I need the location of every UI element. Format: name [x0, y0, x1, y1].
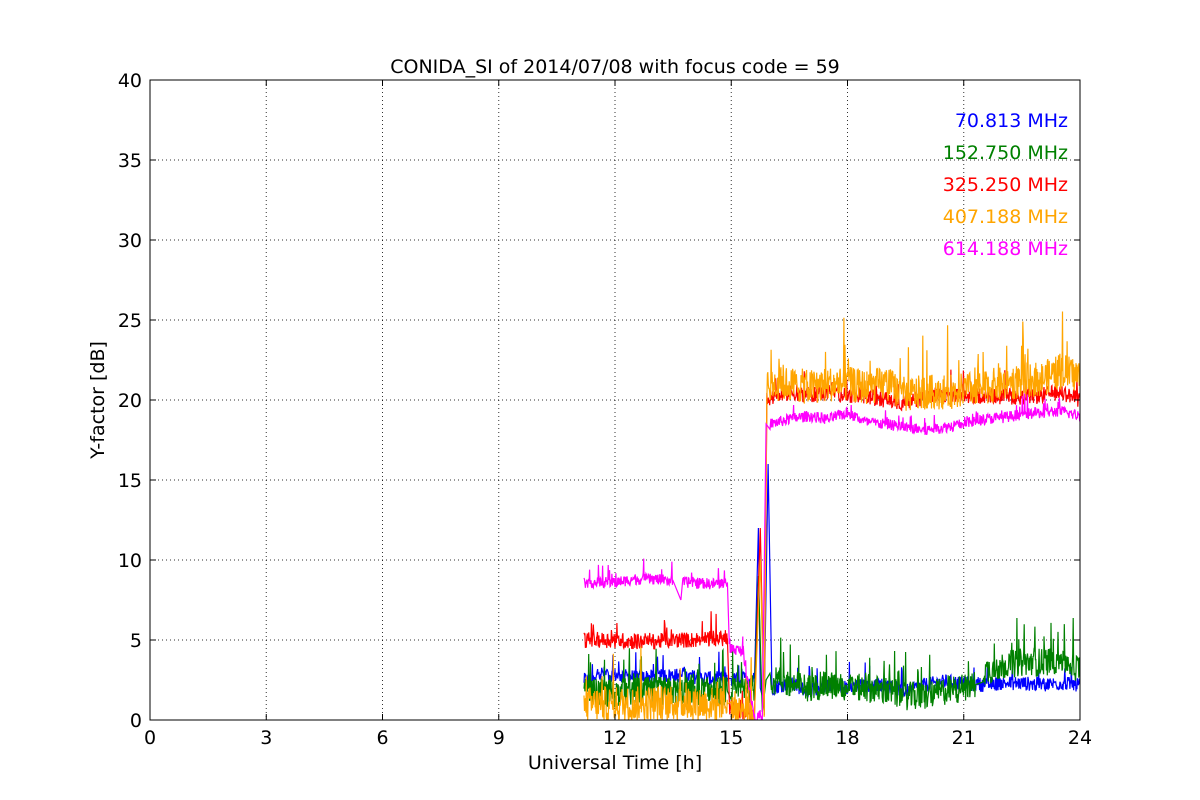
legend-entry: 70.813 MHz [955, 110, 1068, 132]
chart-title: CONIDA_SI of 2014/07/08 with focus code … [390, 56, 840, 78]
series-line [583, 393, 1080, 720]
x-tick-label: 21 [952, 727, 976, 749]
x-tick-label: 12 [603, 727, 627, 749]
y-tick-label: 40 [118, 70, 142, 92]
legend-entry: 407.188 MHz [943, 206, 1068, 228]
legend-entry: 325.250 MHz [943, 174, 1068, 196]
series-line [583, 311, 1080, 720]
x-tick-label: 15 [719, 727, 743, 749]
y-tick-label: 5 [130, 630, 142, 652]
y-tick-label: 0 [130, 710, 142, 732]
x-tick-label: 18 [835, 727, 859, 749]
y-tick-label: 25 [118, 310, 142, 332]
series-layer [583, 311, 1080, 720]
x-tick-label: 9 [493, 727, 505, 749]
y-tick-label: 10 [118, 550, 142, 572]
series-line [583, 575, 1080, 713]
y-tick-label: 35 [118, 150, 142, 172]
x-tick-label: 0 [144, 727, 156, 749]
x-tick-label: 24 [1068, 727, 1092, 749]
x-tick-label: 6 [376, 727, 388, 749]
y-axis-label: Y-factor [dB] [87, 341, 109, 460]
legend-entry: 614.188 MHz [943, 238, 1068, 260]
legend: 70.813 MHz 152.750 MHz 325.250 MHz 407.188 … [943, 110, 1068, 260]
ticks: 0 3 6 9 12 15 18 21 24 0 5 10 15 20 25 30 35 40 [118, 70, 1092, 749]
x-axis-label: Universal Time [h] [528, 752, 702, 774]
y-tick-label: 20 [118, 390, 142, 412]
y-tick-label: 30 [118, 230, 142, 252]
x-tick-label: 3 [260, 727, 272, 749]
legend-entry: 152.750 MHz [943, 142, 1068, 164]
y-tick-label: 15 [118, 470, 142, 492]
